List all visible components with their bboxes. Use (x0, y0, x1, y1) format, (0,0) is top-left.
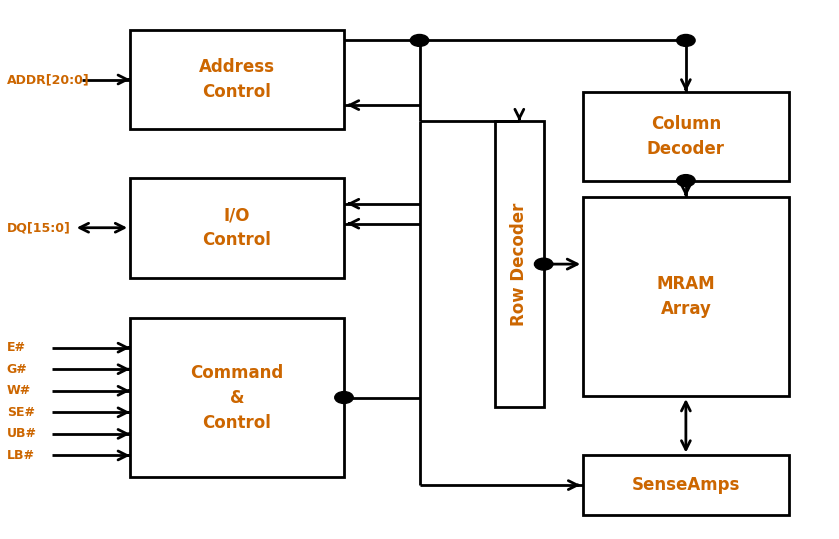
Bar (583, 197, 789, 396)
Text: DQ[15:0]: DQ[15:0] (7, 221, 70, 234)
Bar (583, 92, 789, 181)
Bar (130, 178, 344, 278)
Text: ADDR[20:0]: ADDR[20:0] (7, 73, 90, 86)
Text: UB#: UB# (7, 427, 37, 440)
Text: Address
Control: Address Control (199, 58, 275, 101)
Circle shape (534, 258, 553, 270)
Text: Row Decoder: Row Decoder (510, 203, 529, 326)
Text: LB#: LB# (7, 449, 34, 462)
Text: MRAM
Array: MRAM Array (657, 275, 715, 318)
Text: Command
&
Control: Command & Control (190, 363, 284, 432)
Circle shape (410, 34, 429, 46)
Bar (130, 30, 344, 129)
Text: W#: W# (7, 384, 31, 397)
Text: I/O
Control: I/O Control (202, 206, 272, 249)
Text: Column
Decoder: Column Decoder (647, 115, 725, 157)
Text: G#: G# (7, 363, 28, 376)
Circle shape (335, 391, 353, 403)
Bar (583, 455, 789, 515)
Text: SE#: SE# (7, 406, 34, 419)
Bar (495, 121, 544, 407)
Text: E#: E# (7, 341, 26, 354)
Circle shape (676, 175, 695, 186)
Circle shape (676, 34, 695, 46)
Bar (130, 318, 344, 477)
Text: SenseAmps: SenseAmps (632, 476, 740, 494)
